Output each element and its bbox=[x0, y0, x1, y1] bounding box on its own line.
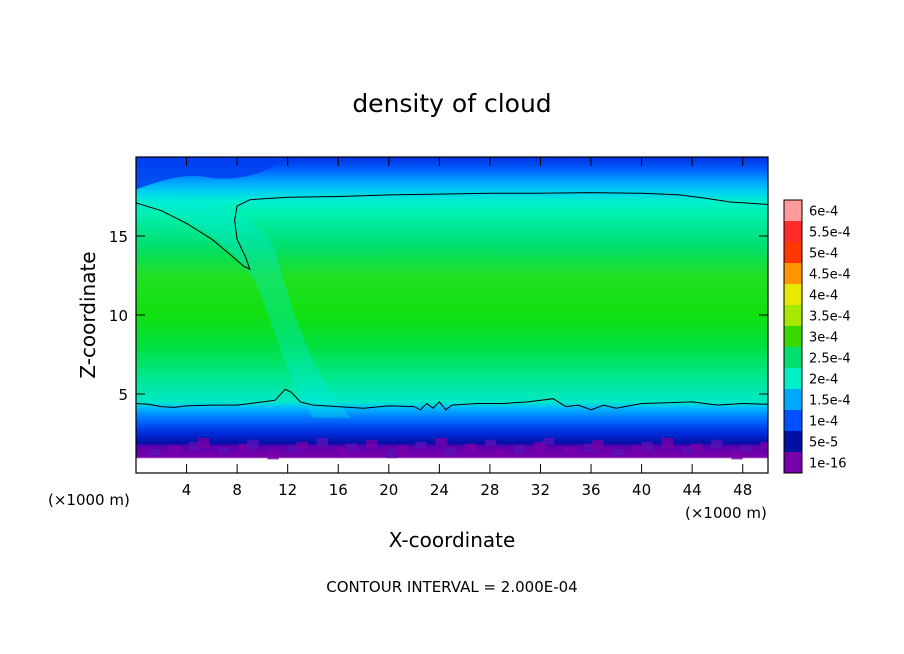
colorbar-swatch bbox=[784, 305, 802, 327]
x-tick-label: 24 bbox=[430, 481, 449, 499]
colorbar-swatch bbox=[784, 221, 802, 243]
contour-line-upper bbox=[136, 192, 768, 271]
turbulence-patch bbox=[484, 439, 497, 447]
colorbar-swatch bbox=[784, 389, 802, 411]
x-axis-label: X-coordinate bbox=[389, 528, 516, 552]
turbulence-patch bbox=[296, 441, 308, 450]
turbulence-patch bbox=[513, 445, 526, 455]
x-tick-label: 12 bbox=[278, 481, 297, 499]
colorbar-label: 1e-16 bbox=[809, 457, 847, 472]
turbulence-patch bbox=[731, 449, 743, 460]
turbulence-patch bbox=[345, 443, 358, 450]
turbulence-patch bbox=[366, 439, 378, 448]
chart-title: density of cloud bbox=[352, 89, 551, 118]
colorbar-label: 3e-4 bbox=[809, 331, 838, 346]
colorbar-label: 2.5e-4 bbox=[809, 352, 851, 367]
y-tick-label: 10 bbox=[109, 307, 128, 325]
turbulence-patch bbox=[218, 447, 230, 454]
y-tick-label: 5 bbox=[118, 386, 128, 404]
colorbar-label: 6e-4 bbox=[809, 205, 838, 220]
turbulence-patch bbox=[612, 449, 624, 456]
turbulence-patch bbox=[711, 439, 723, 449]
turbulence-patch bbox=[247, 439, 259, 449]
turbulence-patch bbox=[632, 445, 645, 454]
turbulence-patch bbox=[395, 445, 407, 456]
colorbar-label: 1.5e-4 bbox=[809, 394, 851, 409]
colorbar-label: 5e-5 bbox=[809, 436, 838, 451]
colorbar-swatch bbox=[784, 431, 802, 453]
turbulence-patch bbox=[690, 443, 703, 452]
x-tick-label: 20 bbox=[379, 481, 398, 499]
x-tick-label: 16 bbox=[329, 481, 348, 499]
colorbar-frame bbox=[783, 199, 803, 474]
colorbar-swatch bbox=[784, 326, 802, 348]
turbulence-patch bbox=[148, 449, 161, 456]
x-unit-label-right: (×1000 m) bbox=[685, 504, 767, 522]
turbulence-patch bbox=[682, 447, 694, 454]
x-tick-label: 44 bbox=[683, 481, 702, 499]
turbulence-patch bbox=[464, 443, 477, 454]
turbulence-patch bbox=[267, 449, 279, 460]
colorbar-swatch bbox=[784, 410, 802, 432]
turbulence-patch bbox=[444, 447, 456, 457]
x-tick-label: 4 bbox=[182, 481, 192, 499]
turbulence-patch bbox=[534, 441, 546, 452]
colorbar-label: 5.5e-4 bbox=[809, 226, 851, 241]
x-tick-label: 40 bbox=[632, 481, 651, 499]
turbulence-patch bbox=[189, 441, 201, 451]
colorbar-label: 2e-4 bbox=[809, 373, 838, 388]
turbulence-patch bbox=[435, 437, 447, 446]
colorbar-swatch bbox=[784, 347, 802, 369]
colorbar-label: 3.5e-4 bbox=[809, 310, 851, 325]
turbulence-patch bbox=[563, 447, 575, 455]
y-tick-label: 15 bbox=[109, 228, 128, 246]
field-background bbox=[136, 157, 768, 473]
turbulence-patch bbox=[740, 445, 752, 452]
turbulence-patch bbox=[386, 449, 398, 459]
y-axis-label: Z-coordinate bbox=[76, 251, 100, 378]
turbulence-patch bbox=[316, 437, 329, 447]
x-tick-label: 28 bbox=[480, 481, 499, 499]
colorbar: 6e-4 5.5e-4 5e-4 4.5e-4 4e-4 3.5e-4 3e-4 2.5e-4… bbox=[783, 199, 851, 474]
colorbar-label: 4e-4 bbox=[809, 289, 838, 304]
turbulence-patch bbox=[760, 441, 768, 450]
contour-interval-note: CONTOUR INTERVAL = 2.000E-04 bbox=[326, 578, 577, 596]
colorbar-swatch bbox=[784, 263, 802, 285]
turbulence-patch bbox=[238, 443, 250, 452]
turbulence-patch bbox=[415, 441, 427, 449]
turbulence-patch bbox=[583, 443, 595, 453]
cyan-plume bbox=[148, 194, 351, 418]
x-tick-label: 36 bbox=[581, 481, 600, 499]
plot-area bbox=[136, 157, 768, 473]
turbulence-patch bbox=[592, 439, 604, 450]
turbulence-patch bbox=[493, 449, 506, 457]
turbulence-patch bbox=[197, 437, 210, 449]
colorbar-swatch bbox=[784, 452, 802, 474]
turbulence-patch bbox=[287, 445, 300, 452]
turbulence-patch bbox=[168, 445, 181, 454]
turbulence-patch bbox=[336, 447, 349, 458]
turbulence-patch bbox=[543, 437, 555, 445]
colorbar-swatch bbox=[784, 200, 802, 222]
turbulence-patch bbox=[661, 437, 674, 449]
contour-line-lower bbox=[136, 388, 768, 411]
colorbar-label: 4.5e-4 bbox=[809, 268, 851, 283]
colorbar-label: 5e-4 bbox=[809, 247, 838, 262]
x-tick-label: 48 bbox=[733, 481, 752, 499]
x-tick-label: 32 bbox=[531, 481, 550, 499]
colorbar-swatch bbox=[784, 242, 802, 264]
turbulence-patch bbox=[641, 441, 653, 451]
field-features bbox=[136, 157, 768, 460]
x-axis: 4 8 12 16 20 24 28 32 36 40 44 48 bbox=[182, 157, 752, 499]
colorbar-swatch bbox=[784, 284, 802, 306]
colorbar-label: 1e-4 bbox=[809, 415, 838, 430]
x-tick-label: 8 bbox=[232, 481, 242, 499]
y-axis: 5 10 15 bbox=[109, 228, 768, 404]
dark-cap-region bbox=[136, 157, 286, 189]
x-unit-label-left: (×1000 m) bbox=[48, 491, 130, 509]
colorbar-swatch bbox=[784, 368, 802, 390]
